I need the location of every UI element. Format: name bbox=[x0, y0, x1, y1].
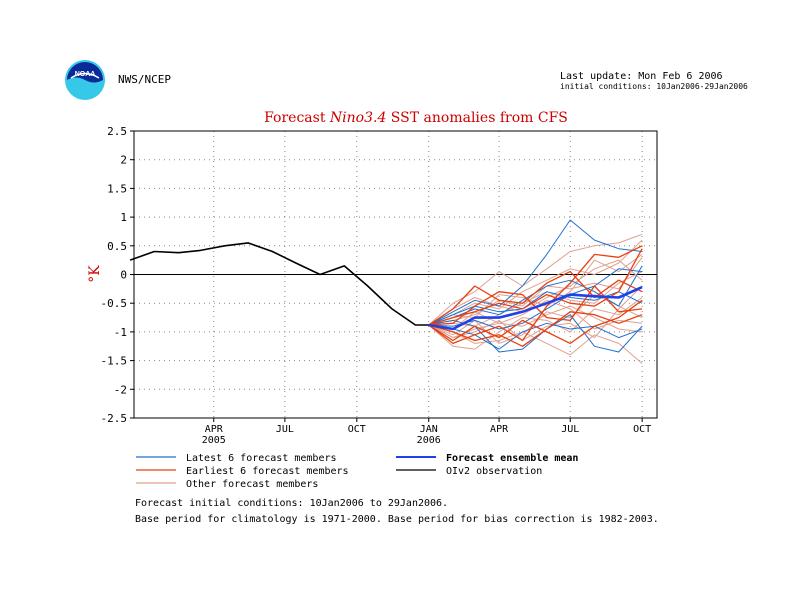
y-tick-labels: 2.5 2 1.5 1 0.5 0 -0.5 -1 -1.5 -2 -2.5 bbox=[101, 125, 134, 425]
other-member-line bbox=[428, 259, 643, 326]
y-tick-label: 1 bbox=[120, 211, 127, 224]
y-tick-label: 1.5 bbox=[107, 182, 127, 195]
note-initial-conditions: Forecast initial conditions: 10Jan2006 t… bbox=[135, 498, 449, 509]
legend-label-latest: Latest 6 forecast members bbox=[186, 453, 337, 464]
legend-label-earliest: Earliest 6 forecast members bbox=[186, 466, 349, 477]
legend: Latest 6 forecast members Forecast ensemb… bbox=[136, 453, 578, 490]
y-tick-label: 0.5 bbox=[107, 240, 127, 253]
other-member-line bbox=[428, 239, 643, 326]
y-tick-label: -2.5 bbox=[101, 412, 128, 425]
y-tick-label: -2 bbox=[114, 383, 127, 396]
earliest-member-line bbox=[428, 248, 643, 326]
ensemble-mean-line bbox=[428, 285, 643, 331]
observation-line bbox=[129, 242, 429, 326]
legend-label-observation: OIv2 observation bbox=[446, 466, 542, 477]
agency-label: NWS/NCEP bbox=[118, 73, 171, 86]
other-member-line bbox=[428, 257, 643, 326]
other-member-line bbox=[428, 297, 643, 350]
logo-text: NOAA bbox=[75, 71, 96, 78]
legend-label-other: Other forecast members bbox=[186, 479, 318, 490]
y-tick-label: -1 bbox=[114, 326, 127, 339]
earliest-member-line bbox=[428, 270, 643, 326]
x-tick-label: JUL bbox=[276, 424, 294, 435]
chart-title-part: Nino3.4 bbox=[329, 110, 386, 126]
x-tick-label: JAN bbox=[420, 424, 438, 435]
chart-title: Forecast Nino3.4 SST anomalies from CFS bbox=[264, 110, 568, 126]
y-axis-label: °K bbox=[87, 265, 103, 283]
x-tick-label: JUL bbox=[561, 424, 579, 435]
x-tick-year-label: 2005 bbox=[202, 435, 226, 446]
x-tick-year-label: 2006 bbox=[417, 435, 441, 446]
y-tick-label: -1.5 bbox=[101, 355, 128, 368]
note-base-period: Base period for climatology is 1971-2000… bbox=[135, 514, 659, 525]
other-member-line bbox=[428, 285, 643, 341]
legend-label-mean: Forecast ensemble mean bbox=[446, 453, 578, 464]
earliest-member-line bbox=[428, 245, 643, 345]
x-tick-label: OCT bbox=[348, 424, 366, 435]
last-update-text: Last update: Mon Feb 6 2006 bbox=[560, 71, 723, 82]
latest-member-line bbox=[428, 322, 643, 350]
y-tick-label: -0.5 bbox=[101, 297, 128, 310]
earliest-member-line bbox=[428, 299, 643, 345]
series-layer bbox=[129, 219, 657, 364]
chart-title-part: Forecast bbox=[264, 110, 330, 126]
earliest-member-line bbox=[428, 311, 643, 347]
x-tick-label: OCT bbox=[633, 424, 651, 435]
x-tick-label: APR bbox=[490, 424, 509, 435]
initial-conditions-header: initial conditions: 10Jan2006-29Jan2006 bbox=[560, 82, 748, 91]
y-tick-label: 2 bbox=[120, 154, 127, 167]
noaa-logo-icon: NOAA bbox=[65, 60, 105, 100]
y-tick-label: 0 bbox=[120, 269, 127, 282]
x-tick-label: APR bbox=[205, 424, 224, 435]
latest-member-line bbox=[428, 219, 643, 326]
chart-title-part: SST anomalies from CFS bbox=[386, 110, 568, 126]
y-tick-label: 2.5 bbox=[107, 125, 127, 138]
